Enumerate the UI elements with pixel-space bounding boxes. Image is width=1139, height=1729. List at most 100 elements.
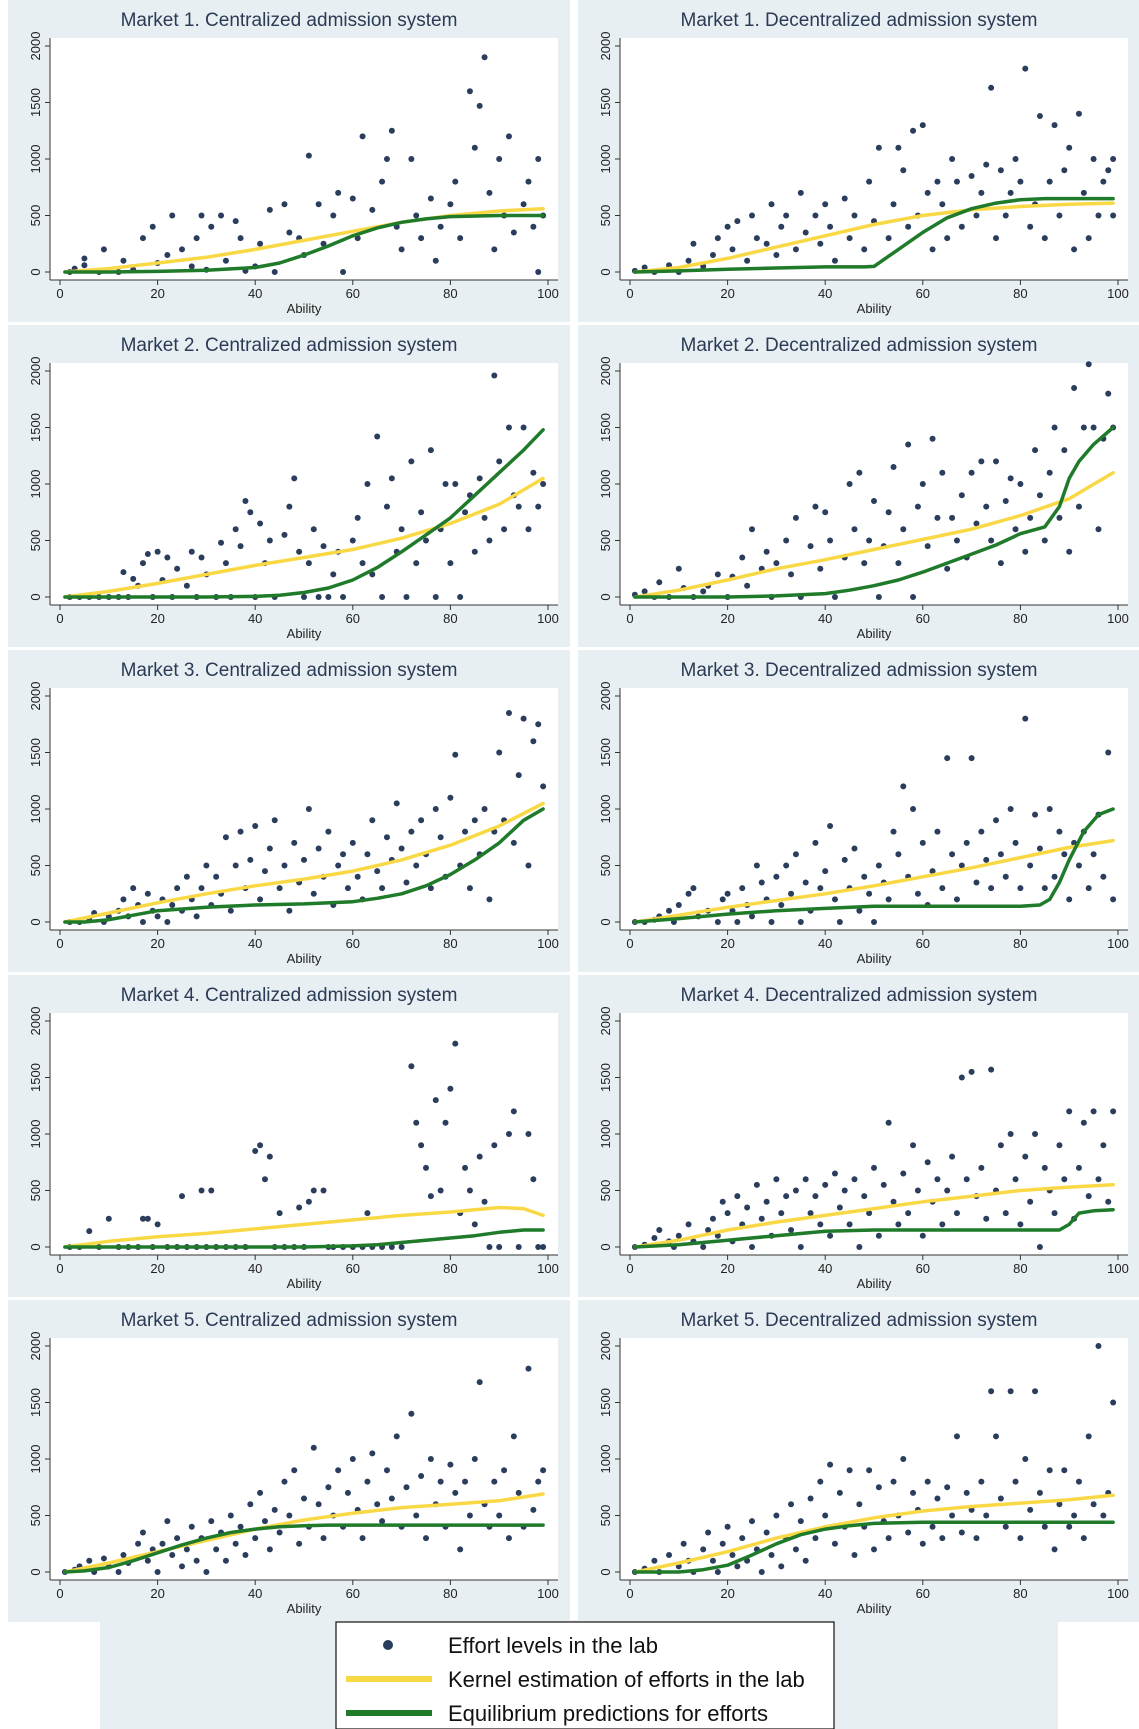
data-point [1071,384,1078,391]
data-point [281,201,288,208]
data-point [383,1467,390,1474]
data-point [1095,1343,1102,1349]
x-tick-label: 60 [916,286,930,301]
data-point [910,127,917,134]
data-point [1075,503,1082,510]
data-point [1027,223,1034,230]
data-point [515,1489,522,1496]
data-point [997,1495,1004,1502]
x-tick-label: 20 [720,286,734,301]
kernel-line [633,1493,1115,1574]
data-point [895,560,902,567]
x-tick-label: 100 [1107,936,1129,951]
data-point [929,1523,936,1530]
y-tick-label: 500 [598,530,613,552]
data-point [232,526,239,533]
data-point [383,156,390,162]
data-point [831,896,838,903]
data-point [81,262,88,269]
equilibrium-line [633,196,1115,274]
data-point [296,1204,303,1211]
data-point [851,212,858,219]
data-point [374,433,381,440]
data-point [100,246,107,253]
data-point [846,1221,853,1228]
data-point [885,1535,892,1542]
data-point [227,1512,234,1519]
data-point [257,896,264,903]
data-point [983,161,990,168]
y-tick-label: 1000 [28,145,43,174]
data-point [993,1433,999,1440]
data-point [875,862,882,869]
data-point [905,1210,912,1217]
x-axis-label: Ability [287,626,322,641]
data-point [929,868,936,875]
data-point [949,1153,956,1160]
data-point [1095,212,1102,219]
data-point [286,1512,293,1519]
data-point [778,1563,785,1570]
data-point [934,1176,941,1183]
data-point [305,806,312,812]
data-point [159,1540,166,1547]
data-point [286,503,293,510]
data-point [203,1569,210,1575]
data-point [1056,1501,1063,1508]
data-point [154,548,161,555]
y-tick-label: 1000 [598,795,613,824]
data-point [963,1176,970,1183]
data-point [369,571,376,578]
x-tick-label: 80 [1013,611,1027,626]
data-point [929,246,936,253]
data-point [792,851,799,858]
data-point [437,1187,444,1194]
data-point [944,1484,951,1491]
x-tick-label: 40 [248,1261,262,1276]
kernel-line [633,201,1115,274]
data-point [383,503,390,510]
data-point [983,1215,990,1222]
y-tick-label: 1500 [598,1388,613,1417]
data-point [953,178,960,185]
data-point [934,1495,941,1502]
data-point [924,1478,931,1485]
data-point [968,755,975,762]
data-point [222,834,229,841]
data-point [861,1193,868,1200]
data-point [432,594,439,600]
data-point [261,1176,268,1183]
data-point [885,1119,892,1126]
data-point [968,469,975,476]
data-point [315,845,322,852]
data-point [379,885,386,892]
data-point [1017,178,1024,185]
data-point [486,189,493,196]
data-point [773,1176,780,1183]
y-tick-label: 1500 [28,413,43,442]
data-point [520,424,527,431]
data-point [1080,424,1087,431]
y-tick-label: 1500 [598,413,613,442]
data-point [179,246,185,253]
data-point [86,1557,93,1564]
data-point [734,218,741,225]
data-point [807,543,814,550]
data-point [369,206,376,213]
data-point [817,1478,824,1485]
data-point [1012,156,1019,162]
data-point [301,1495,307,1502]
data-point [666,1552,673,1559]
data-point [520,201,527,208]
x-tick-label: 100 [1107,1586,1129,1601]
y-tick-label: 1000 [598,1120,613,1149]
data-point [944,235,951,242]
y-tick-label: 1000 [28,470,43,499]
data-point [910,1142,917,1149]
data-point [1051,873,1058,880]
data-point [1110,896,1117,903]
data-point [939,885,946,892]
data-point [139,235,146,242]
data-point [193,235,200,242]
data-point [413,862,420,869]
